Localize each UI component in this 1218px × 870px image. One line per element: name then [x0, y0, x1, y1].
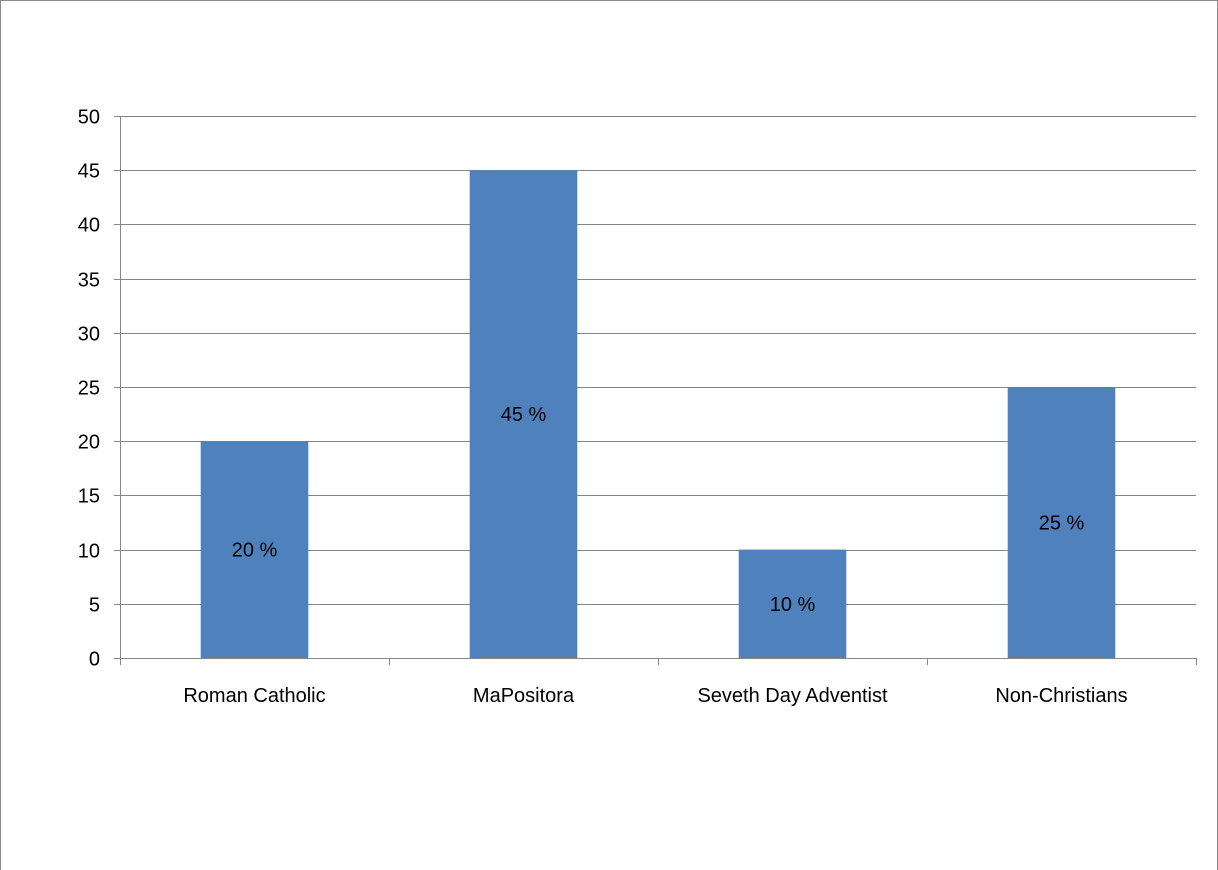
data-labels: 20 % 45 % 10 % 25 % [232, 404, 1085, 616]
x-tick-label: Non-Christians [995, 685, 1127, 707]
bar-seveth-day-adventist [738, 549, 847, 658]
y-tick-label: 15 [78, 486, 100, 508]
x-tick-label: Roman Catholic [183, 685, 325, 707]
bars [200, 170, 1116, 658]
axes [114, 116, 1197, 665]
y-tick-label: 40 [78, 215, 100, 237]
y-tick-label: 50 [78, 107, 100, 129]
x-tick-label: MaPositora [473, 685, 575, 707]
x-tick-labels: Roman Catholic MaPositora Seveth Day Adven… [183, 685, 1127, 707]
y-tick-label: 35 [78, 270, 100, 292]
y-tick-label: 45 [78, 161, 100, 183]
data-label: 45 % [501, 404, 547, 426]
bar-roman-catholic [200, 441, 309, 658]
y-tick-label: 20 [78, 432, 100, 454]
y-tick-label: 10 [78, 541, 100, 563]
x-tick-label: Seveth Day Adventist [697, 685, 888, 707]
data-label: 10 % [770, 594, 816, 616]
data-label: 20 % [232, 540, 278, 562]
y-tick-label: 0 [89, 649, 100, 671]
y-tick-label: 5 [89, 595, 100, 617]
y-tick-label: 25 [78, 378, 100, 400]
bar-non-christians [1007, 387, 1116, 658]
y-tick-label: 30 [78, 324, 100, 346]
bar-mapositora [469, 170, 578, 658]
y-tick-labels: 0 5 10 15 20 25 30 35 40 45 50 [78, 107, 100, 671]
data-label: 25 % [1039, 513, 1085, 535]
